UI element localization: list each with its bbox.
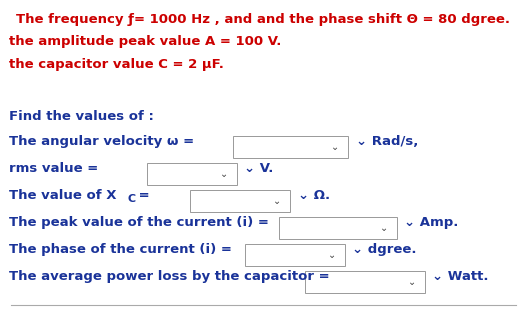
Bar bbox=[245, 244, 345, 266]
Text: the capacitor value C = 2 μF.: the capacitor value C = 2 μF. bbox=[9, 58, 225, 71]
Text: ⌄: ⌄ bbox=[328, 250, 336, 260]
Text: the amplitude peak value A = 100 V.: the amplitude peak value A = 100 V. bbox=[9, 35, 282, 48]
Text: The phase of the current (i) =: The phase of the current (i) = bbox=[9, 243, 232, 256]
Text: ⌄: ⌄ bbox=[220, 169, 228, 179]
Text: Find the values of :: Find the values of : bbox=[9, 110, 154, 123]
Text: =: = bbox=[133, 189, 149, 202]
Text: ⌄: ⌄ bbox=[408, 277, 416, 287]
Bar bbox=[279, 217, 397, 239]
Bar bbox=[305, 271, 425, 293]
Text: ⌄: ⌄ bbox=[380, 223, 388, 233]
Text: ⌄ Watt.: ⌄ Watt. bbox=[432, 270, 489, 283]
Text: ⌄ Rad/s,: ⌄ Rad/s, bbox=[356, 135, 418, 148]
Text: C: C bbox=[128, 195, 135, 204]
Text: The average power loss by the capacitor =: The average power loss by the capacitor … bbox=[9, 270, 330, 283]
Text: rms value =: rms value = bbox=[9, 162, 99, 175]
Text: ⌄ Amp.: ⌄ Amp. bbox=[404, 216, 458, 229]
Text: ⌄: ⌄ bbox=[273, 196, 281, 206]
Bar bbox=[190, 190, 290, 212]
Text: ⌄ dgree.: ⌄ dgree. bbox=[352, 243, 416, 256]
Text: The angular velocity ω =: The angular velocity ω = bbox=[9, 135, 194, 148]
Bar bbox=[233, 136, 348, 158]
Text: ⌄ V.: ⌄ V. bbox=[244, 162, 274, 175]
Text: The frequency ƒ= 1000 Hz , and and the phase shift Θ = 80 dgree.: The frequency ƒ= 1000 Hz , and and the p… bbox=[16, 13, 511, 26]
Text: ⌄ Ω.: ⌄ Ω. bbox=[298, 189, 330, 202]
Bar bbox=[147, 163, 237, 185]
Text: The value of X: The value of X bbox=[9, 189, 117, 202]
Text: ⌄: ⌄ bbox=[331, 142, 339, 152]
Text: The peak value of the current (i) =: The peak value of the current (i) = bbox=[9, 216, 269, 229]
